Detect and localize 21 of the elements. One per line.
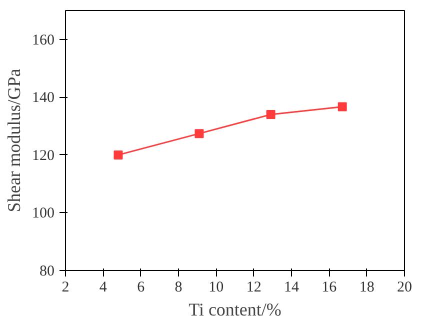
x-axis-title: Ti content/% bbox=[188, 300, 282, 320]
y-axis-title: Shear modulus/GPa bbox=[4, 68, 24, 212]
x-tick-label: 14 bbox=[284, 280, 300, 296]
x-tick-label: 18 bbox=[359, 280, 374, 296]
point bbox=[194, 129, 204, 138]
x-tick-label: 10 bbox=[208, 280, 224, 296]
y-tick-label: 160 bbox=[32, 32, 54, 48]
point bbox=[114, 150, 123, 160]
x-tick-label: 20 bbox=[397, 280, 412, 296]
y-tick-label: 100 bbox=[32, 206, 54, 222]
y-tick-label: 120 bbox=[32, 148, 54, 164]
x-tick-label: 2 bbox=[62, 280, 70, 296]
x-tick-label: 8 bbox=[174, 280, 182, 296]
x-tick-label: 16 bbox=[322, 280, 338, 296]
point bbox=[266, 110, 276, 119]
x-tick-label: 6 bbox=[137, 280, 146, 296]
y-tick-label: 140 bbox=[32, 90, 54, 106]
x-tick-label: 4 bbox=[99, 280, 108, 296]
x-tick-label: 12 bbox=[246, 280, 262, 296]
point bbox=[338, 102, 347, 112]
y-tick-label: 80 bbox=[40, 264, 54, 280]
